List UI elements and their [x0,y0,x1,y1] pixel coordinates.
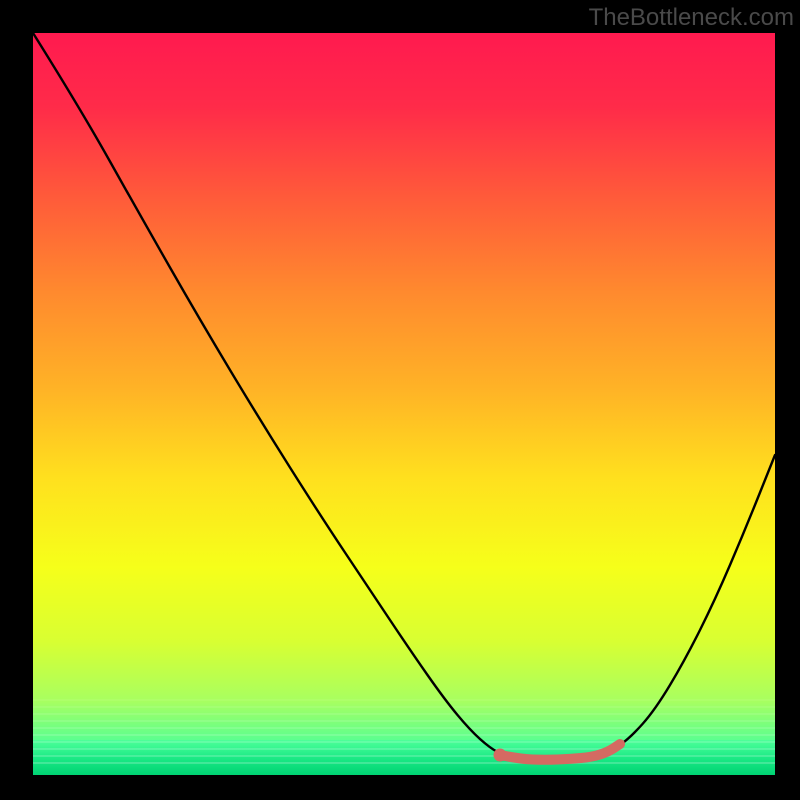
bottleneck-chart [0,0,800,800]
highlight-start-dot [494,749,507,762]
chart-stage: TheBottleneck.com [0,0,800,800]
gradient-background [33,33,775,775]
watermark-label: TheBottleneck.com [589,4,794,32]
bottom-band [33,740,775,775]
